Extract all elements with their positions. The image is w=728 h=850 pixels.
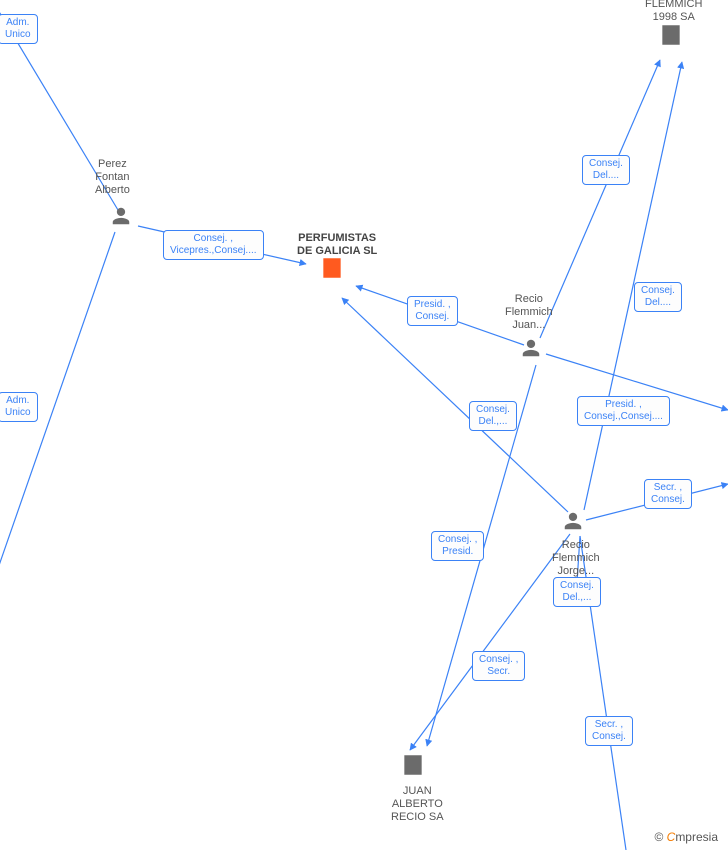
edge-label[interactable]: Consej. , Presid. — [431, 531, 484, 561]
node-label: PERFUMISTAS DE GALICIA SL — [297, 232, 377, 258]
edge-label[interactable]: Consej. Del.... — [582, 155, 630, 185]
node-label: FLEMMICH 1998 SA — [645, 0, 702, 24]
edge-label[interactable]: Secr. , Consej. — [644, 479, 692, 509]
edge — [410, 534, 570, 750]
node-label: Recio Flemmich Jorge... — [552, 539, 600, 579]
edge-label[interactable]: Adm. Unico — [0, 14, 38, 44]
edge-label[interactable]: Presid. , Consej. — [407, 296, 458, 326]
edge-label[interactable]: Consej. , Secr. — [472, 651, 525, 681]
person-icon[interactable] — [520, 337, 542, 362]
edge-label[interactable]: Consej. Del.... — [634, 282, 682, 312]
edge-label[interactable]: Consej. , Vicepres.,Consej.... — [163, 230, 264, 260]
edge-label[interactable]: Consej. Del.,... — [553, 577, 601, 607]
edge-label[interactable]: Adm. Unico — [0, 392, 38, 422]
edge-label[interactable]: Secr. , Consej. — [585, 716, 633, 746]
brand-c: C — [667, 830, 676, 844]
edge-label[interactable]: Consej. Del.,... — [469, 401, 517, 431]
copyright-symbol: © — [654, 830, 663, 844]
node-label: Perez Fontan Alberto — [95, 158, 130, 198]
edge-label[interactable]: Presid. , Consej.,Consej.... — [577, 396, 670, 426]
node-label: Recio Flemmich Juan... — [505, 293, 553, 333]
edge — [0, 232, 115, 620]
person-icon[interactable] — [562, 510, 584, 535]
watermark: © Cmpresia — [654, 830, 718, 844]
brand-rest: mpresia — [675, 830, 718, 844]
company-main-icon[interactable] — [319, 255, 345, 284]
person-icon[interactable] — [110, 205, 132, 230]
company-icon[interactable] — [400, 752, 426, 781]
company-icon[interactable] — [658, 22, 684, 51]
node-label: JUAN ALBERTO RECIO SA — [391, 785, 444, 825]
